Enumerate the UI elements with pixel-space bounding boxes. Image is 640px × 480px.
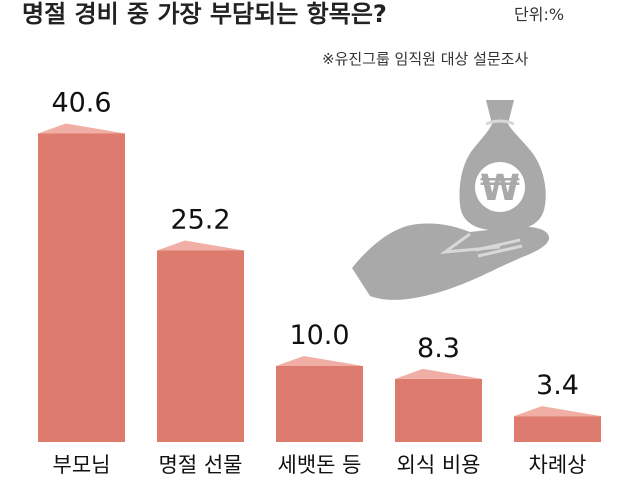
bar-body [276, 366, 363, 442]
source-note: ※유진그룹 임직원 대상 설문조사 [322, 50, 528, 68]
bar-body [157, 250, 244, 442]
bar [276, 356, 363, 442]
bar-top-bevel [276, 356, 363, 366]
hand-shape [352, 223, 550, 300]
bar-top-bevel [514, 406, 601, 417]
data-label: 10.0 [289, 320, 349, 351]
money-bag-icon: ₩ [459, 100, 546, 232]
bag-tie [485, 119, 515, 126]
coin-circle [475, 162, 525, 212]
value-labels: 40.6 25.2 10.0 8.3 3.4 [51, 87, 579, 401]
bar-top-bevel [157, 240, 244, 251]
bar-body [514, 416, 601, 442]
chart-title: 명절 경비 중 가장 부담되는 항목은? [22, 0, 387, 28]
category-label: 외식 비용 [397, 453, 481, 477]
category-label: 부모님 [53, 453, 111, 477]
won-currency-icon: ₩ [480, 168, 520, 209]
data-label: 25.2 [170, 204, 230, 235]
bar-top-bevel [395, 368, 482, 379]
category-label: 세뱃돈 등 [278, 453, 362, 477]
category-labels: 부모님 명절 선물 세뱃돈 등 외식 비용 차례상 [53, 453, 587, 477]
bar-top-bevel [38, 123, 125, 134]
category-label: 차례상 [529, 453, 587, 477]
data-label: 8.3 [417, 333, 460, 364]
bar [395, 368, 482, 442]
category-label: 명절 선물 [159, 453, 243, 477]
bar [514, 406, 601, 442]
data-label: 40.6 [51, 87, 111, 118]
bar [157, 240, 244, 442]
bar-body [38, 133, 125, 442]
bar [38, 123, 125, 442]
banknote-lines [475, 238, 523, 258]
bar-series [38, 123, 601, 442]
bar-body [395, 378, 482, 442]
bag-neck [486, 100, 514, 124]
hand-icon [352, 223, 550, 300]
data-label: 3.4 [536, 370, 579, 401]
unit-label: 단위:% [514, 5, 564, 24]
